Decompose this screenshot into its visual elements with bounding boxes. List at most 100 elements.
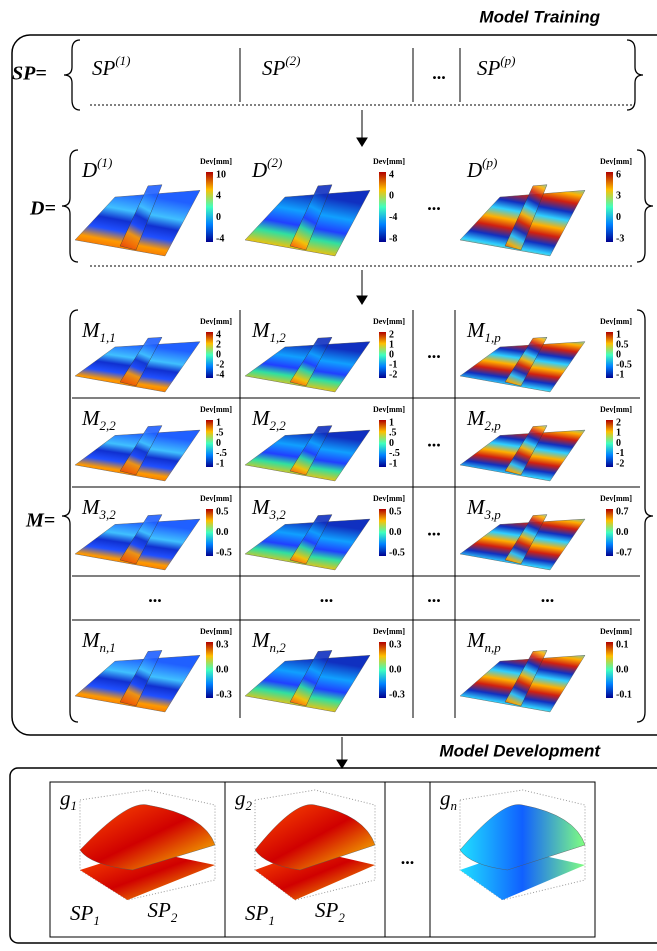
label-base: D	[81, 158, 97, 182]
colorbar-tick: -0.5	[216, 547, 232, 558]
cell-label: M2,p	[466, 406, 501, 433]
colorbar-tick: 0	[216, 212, 221, 223]
colorbar-tick: 0.7	[616, 506, 629, 517]
label-base: SP	[70, 901, 94, 925]
label-base: g	[235, 786, 246, 810]
colorbar-tick: -4	[389, 212, 397, 223]
colorbar-tick: 0.0	[616, 664, 629, 675]
brace	[64, 40, 80, 110]
colorbar-unit: Dev[mm]	[600, 317, 632, 326]
colorbar-tick: 0.0	[389, 527, 402, 538]
label-sub: 2	[338, 910, 345, 925]
label-base: M	[251, 495, 271, 519]
label-base: g	[440, 786, 451, 810]
colorbar-unit: Dev[mm]	[373, 405, 405, 414]
ellipsis: ...	[427, 194, 441, 214]
label-sub: 3,p	[484, 507, 502, 522]
label-sup: (p)	[482, 155, 497, 170]
cell-label: M2,2	[251, 406, 286, 433]
label-sub: 1,1	[100, 330, 116, 345]
colorbar	[606, 332, 613, 378]
label-sub: 1,2	[270, 330, 287, 345]
label-sup: (1)	[97, 155, 112, 170]
ellipsis: ...	[432, 63, 446, 83]
colorbar-unit: Dev[mm]	[200, 317, 232, 326]
cell-label: M3,2	[251, 495, 286, 522]
colorbar-unit: Dev[mm]	[200, 627, 232, 636]
colorbar	[206, 420, 213, 467]
label-sub: 1	[268, 913, 275, 928]
colorbar	[379, 332, 386, 378]
cell-label: M1,1	[81, 318, 116, 345]
label-sub: 2	[171, 910, 178, 925]
label-sub: 2,p	[485, 418, 502, 433]
cell-label: Mn,2	[251, 628, 286, 655]
brace	[637, 150, 653, 262]
label-sub: 2,2	[270, 418, 287, 433]
colorbar-tick: -2	[616, 458, 624, 469]
colorbar	[379, 172, 386, 242]
cell-label: SP1	[245, 901, 275, 928]
label-base: M	[81, 628, 101, 652]
colorbar	[206, 332, 213, 378]
colorbar-unit: Dev[mm]	[200, 157, 232, 166]
colorbar-tick: 0.1	[616, 639, 629, 650]
label-base: M	[466, 318, 486, 342]
colorbar-unit: Dev[mm]	[600, 627, 632, 636]
cell-label: D(2)	[251, 155, 282, 182]
cell-label: M3,2	[81, 495, 116, 522]
colorbar	[606, 509, 613, 556]
colorbar-tick: 3	[616, 191, 621, 202]
colorbar-unit: Dev[mm]	[373, 494, 405, 503]
colorbar	[606, 642, 613, 698]
cell-label: g1	[60, 786, 77, 813]
label-sub: 1	[71, 798, 78, 813]
colorbar-unit: Dev[mm]	[373, 157, 405, 166]
ellipsis: ...	[541, 586, 555, 606]
label-sub: n,1	[100, 640, 116, 655]
colorbar-tick: -0.3	[216, 689, 232, 700]
colorbar-tick: -4	[216, 369, 224, 380]
response-surface	[80, 805, 215, 870]
row-label: M=	[25, 510, 55, 532]
colorbar-tick: -0.5	[389, 547, 405, 558]
label-sup: (p)	[500, 53, 515, 68]
cell-label: gn	[440, 786, 457, 813]
label-base: M	[466, 495, 486, 519]
colorbar	[379, 642, 386, 698]
cell-label: Mn,p	[466, 628, 501, 655]
label-base: D	[466, 158, 482, 182]
label-sub: 1	[93, 913, 100, 928]
label-base: M	[81, 495, 101, 519]
colorbar	[606, 420, 613, 467]
colorbar-tick: 6	[616, 169, 621, 180]
cell-label: M1,2	[251, 318, 286, 345]
brace	[62, 150, 78, 262]
section-title: Model Training	[479, 7, 600, 26]
colorbar	[206, 642, 213, 698]
cell-label: Mn,1	[81, 628, 116, 655]
colorbar-tick: 0	[389, 191, 394, 202]
colorbar-tick: 10	[216, 169, 226, 180]
colorbar-tick: 4	[216, 191, 221, 202]
colorbar-unit: Dev[mm]	[200, 405, 232, 414]
colorbar-tick: 0.0	[216, 664, 229, 675]
response-surface	[255, 805, 375, 870]
label-base: D	[251, 158, 267, 182]
colorbar-unit: Dev[mm]	[600, 494, 632, 503]
cell-label: SP(2)	[262, 53, 301, 80]
label-sub: 3,2	[99, 507, 117, 522]
colorbar-unit: Dev[mm]	[373, 317, 405, 326]
label-base: SP	[148, 898, 172, 922]
colorbar-tick: -1	[216, 458, 224, 469]
colorbar-tick: 0.5	[389, 506, 402, 517]
colorbar-tick: 0.0	[616, 527, 629, 538]
label-base: SP	[245, 901, 269, 925]
label-base: M	[466, 628, 486, 652]
label-sub: n,p	[485, 640, 502, 655]
colorbar-tick: -8	[389, 233, 397, 244]
colorbar-tick: -3	[616, 233, 624, 244]
label-base: M	[251, 318, 271, 342]
label-base: M	[466, 406, 486, 430]
colorbar-tick: 0.0	[216, 527, 229, 538]
